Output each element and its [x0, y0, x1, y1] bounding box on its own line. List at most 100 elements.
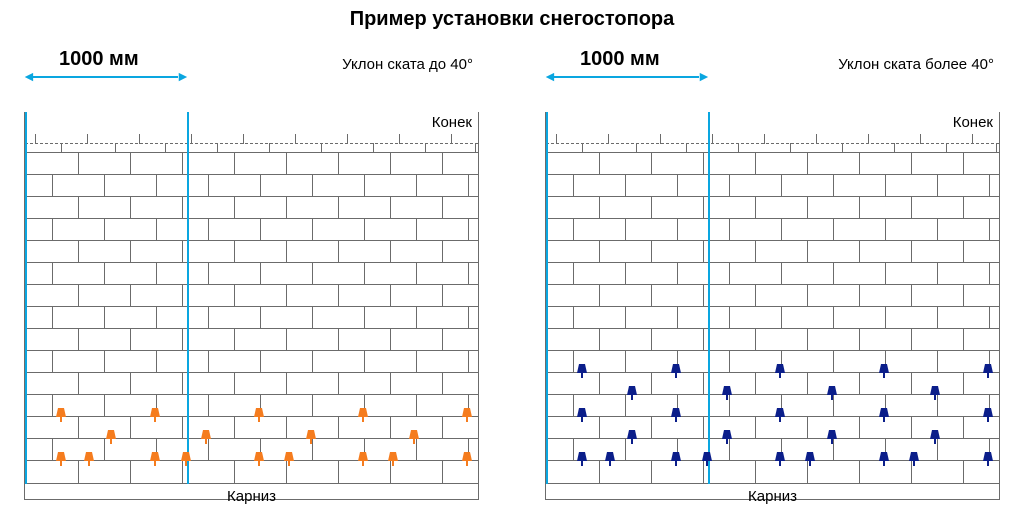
brick-edge [884, 263, 886, 285]
brick-edge [910, 329, 912, 351]
dimension-row: 1000 мм◄►Уклон ската до 40° [24, 48, 479, 78]
brick-edge [441, 417, 443, 439]
brick-edge [441, 241, 443, 263]
brick-edge [728, 351, 730, 373]
snow-stopper-icon [408, 430, 420, 442]
brick-edge [572, 219, 574, 241]
tick-mark [295, 134, 296, 144]
snow-stopper-icon [149, 408, 161, 420]
tick-mark [347, 134, 348, 144]
brick-edge [858, 153, 860, 175]
brick-edge [441, 285, 443, 307]
roof-diagram: Конек [545, 112, 1000, 500]
brick-edge [754, 241, 756, 263]
brick-row [25, 174, 478, 197]
tick-mark [556, 134, 557, 144]
brick-row [546, 262, 999, 285]
brick-row [25, 394, 478, 417]
snow-stopper-icon [604, 452, 616, 464]
snow-stopper-icon [774, 408, 786, 420]
brick-row [25, 152, 478, 175]
brick-edge [910, 417, 912, 439]
brick-edge [962, 461, 964, 483]
page-title: Пример установки снегостопора [0, 8, 1024, 31]
brick-edge [832, 263, 834, 285]
snow-stopper-icon [929, 430, 941, 442]
dim-arrow-right-icon: ► [697, 68, 711, 84]
brick-edge [233, 329, 235, 351]
brick-edge [936, 351, 938, 373]
brick-edge [728, 175, 730, 197]
brick-edge [285, 329, 287, 351]
brick-edge [389, 241, 391, 263]
brick-row [25, 350, 478, 373]
brick-edge [832, 351, 834, 373]
snow-stopper-icon [387, 452, 399, 464]
brick-edge [676, 307, 678, 329]
brick-edge [415, 395, 417, 417]
brick-row [546, 306, 999, 329]
tick-mark [87, 134, 88, 144]
brick-edge [624, 351, 626, 373]
brick-edge [936, 263, 938, 285]
ridge-label: Конек [953, 114, 993, 131]
brick-edge [650, 153, 652, 175]
eave-label: Карниз [545, 488, 1000, 505]
brick-edge [780, 307, 782, 329]
brick-edge [936, 307, 938, 329]
brick-edge [806, 241, 808, 263]
brick-edge [858, 329, 860, 351]
brick-edge [77, 373, 79, 395]
snow-stopper-icon [804, 452, 816, 464]
dimension-label: 1000 мм [580, 48, 660, 71]
brick-edge [754, 461, 756, 483]
brick-edge [77, 285, 79, 307]
snow-stopper-icon [929, 386, 941, 398]
brick-edge [936, 175, 938, 197]
brick-edge [233, 373, 235, 395]
brick-edge [754, 153, 756, 175]
snow-stopper-icon [701, 452, 713, 464]
brick-edge [858, 241, 860, 263]
brick-edge [962, 329, 964, 351]
brick-edge [103, 219, 105, 241]
brick-edge [988, 219, 990, 241]
brick-row [546, 174, 999, 197]
brick-edge [572, 263, 574, 285]
brick-edge [467, 263, 469, 285]
brick-edge [181, 373, 183, 395]
brick-edge [702, 285, 704, 307]
brick-edge [103, 175, 105, 197]
brick-edge [910, 153, 912, 175]
brick-edge [676, 219, 678, 241]
brick-edge [51, 351, 53, 373]
brick-edge [702, 417, 704, 439]
brick-edge [598, 417, 600, 439]
brick-edge [181, 153, 183, 175]
brick-edge [363, 307, 365, 329]
roof-diagram: Конек [24, 112, 479, 500]
brick-edge [858, 285, 860, 307]
brick-edge [51, 395, 53, 417]
brick-edge [233, 153, 235, 175]
brick-edge [702, 153, 704, 175]
brick-edge [51, 219, 53, 241]
brick-edge [858, 373, 860, 395]
brick-edge [962, 417, 964, 439]
brick-edge [181, 329, 183, 351]
brick-edge [754, 373, 756, 395]
snow-stopper-icon [982, 408, 994, 420]
snow-stopper-icon [305, 430, 317, 442]
brick-row [546, 328, 999, 351]
snow-stopper-icon [461, 452, 473, 464]
brick-edge [598, 461, 600, 483]
tick-mark [816, 134, 817, 144]
brick-edge [441, 461, 443, 483]
brick-edge [702, 373, 704, 395]
brick-edge [572, 395, 574, 417]
brick-edge [728, 307, 730, 329]
brick-edge [441, 153, 443, 175]
brick-row [25, 218, 478, 241]
brick-edge [572, 439, 574, 461]
brick-edge [858, 461, 860, 483]
